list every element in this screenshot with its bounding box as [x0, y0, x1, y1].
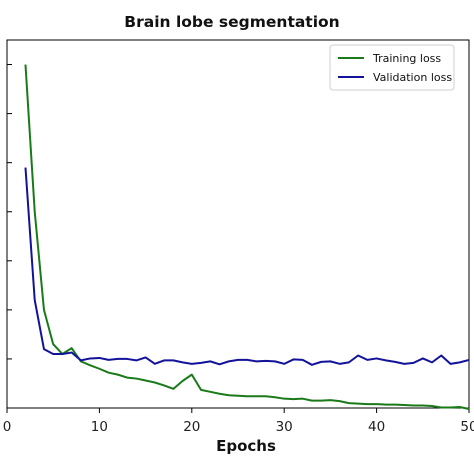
legend-label-training: Training loss	[372, 52, 441, 65]
series-layer	[24, 64, 470, 410]
validation-loss-line	[24, 167, 470, 366]
legend-label-validation: Validation loss	[373, 71, 452, 84]
x-tick-label: 20	[183, 419, 200, 435]
training-loss-line	[24, 64, 470, 410]
legend: Training loss Validation loss	[329, 44, 455, 91]
plot-frame	[6, 39, 470, 409]
x-tick-label: 0	[3, 419, 12, 435]
y-ticks	[7, 64, 12, 360]
x-tick-label: 50	[460, 419, 474, 435]
legend-box	[329, 44, 455, 91]
x-tick-label: 10	[91, 419, 108, 435]
x-ticks: 0 10 20 30 40 50	[3, 408, 474, 435]
x-tick-label: 40	[368, 419, 385, 435]
chart-title: Brain lobe segmentation	[124, 13, 339, 31]
x-axis-label: Epochs	[216, 437, 276, 455]
x-tick-label: 30	[276, 419, 293, 435]
